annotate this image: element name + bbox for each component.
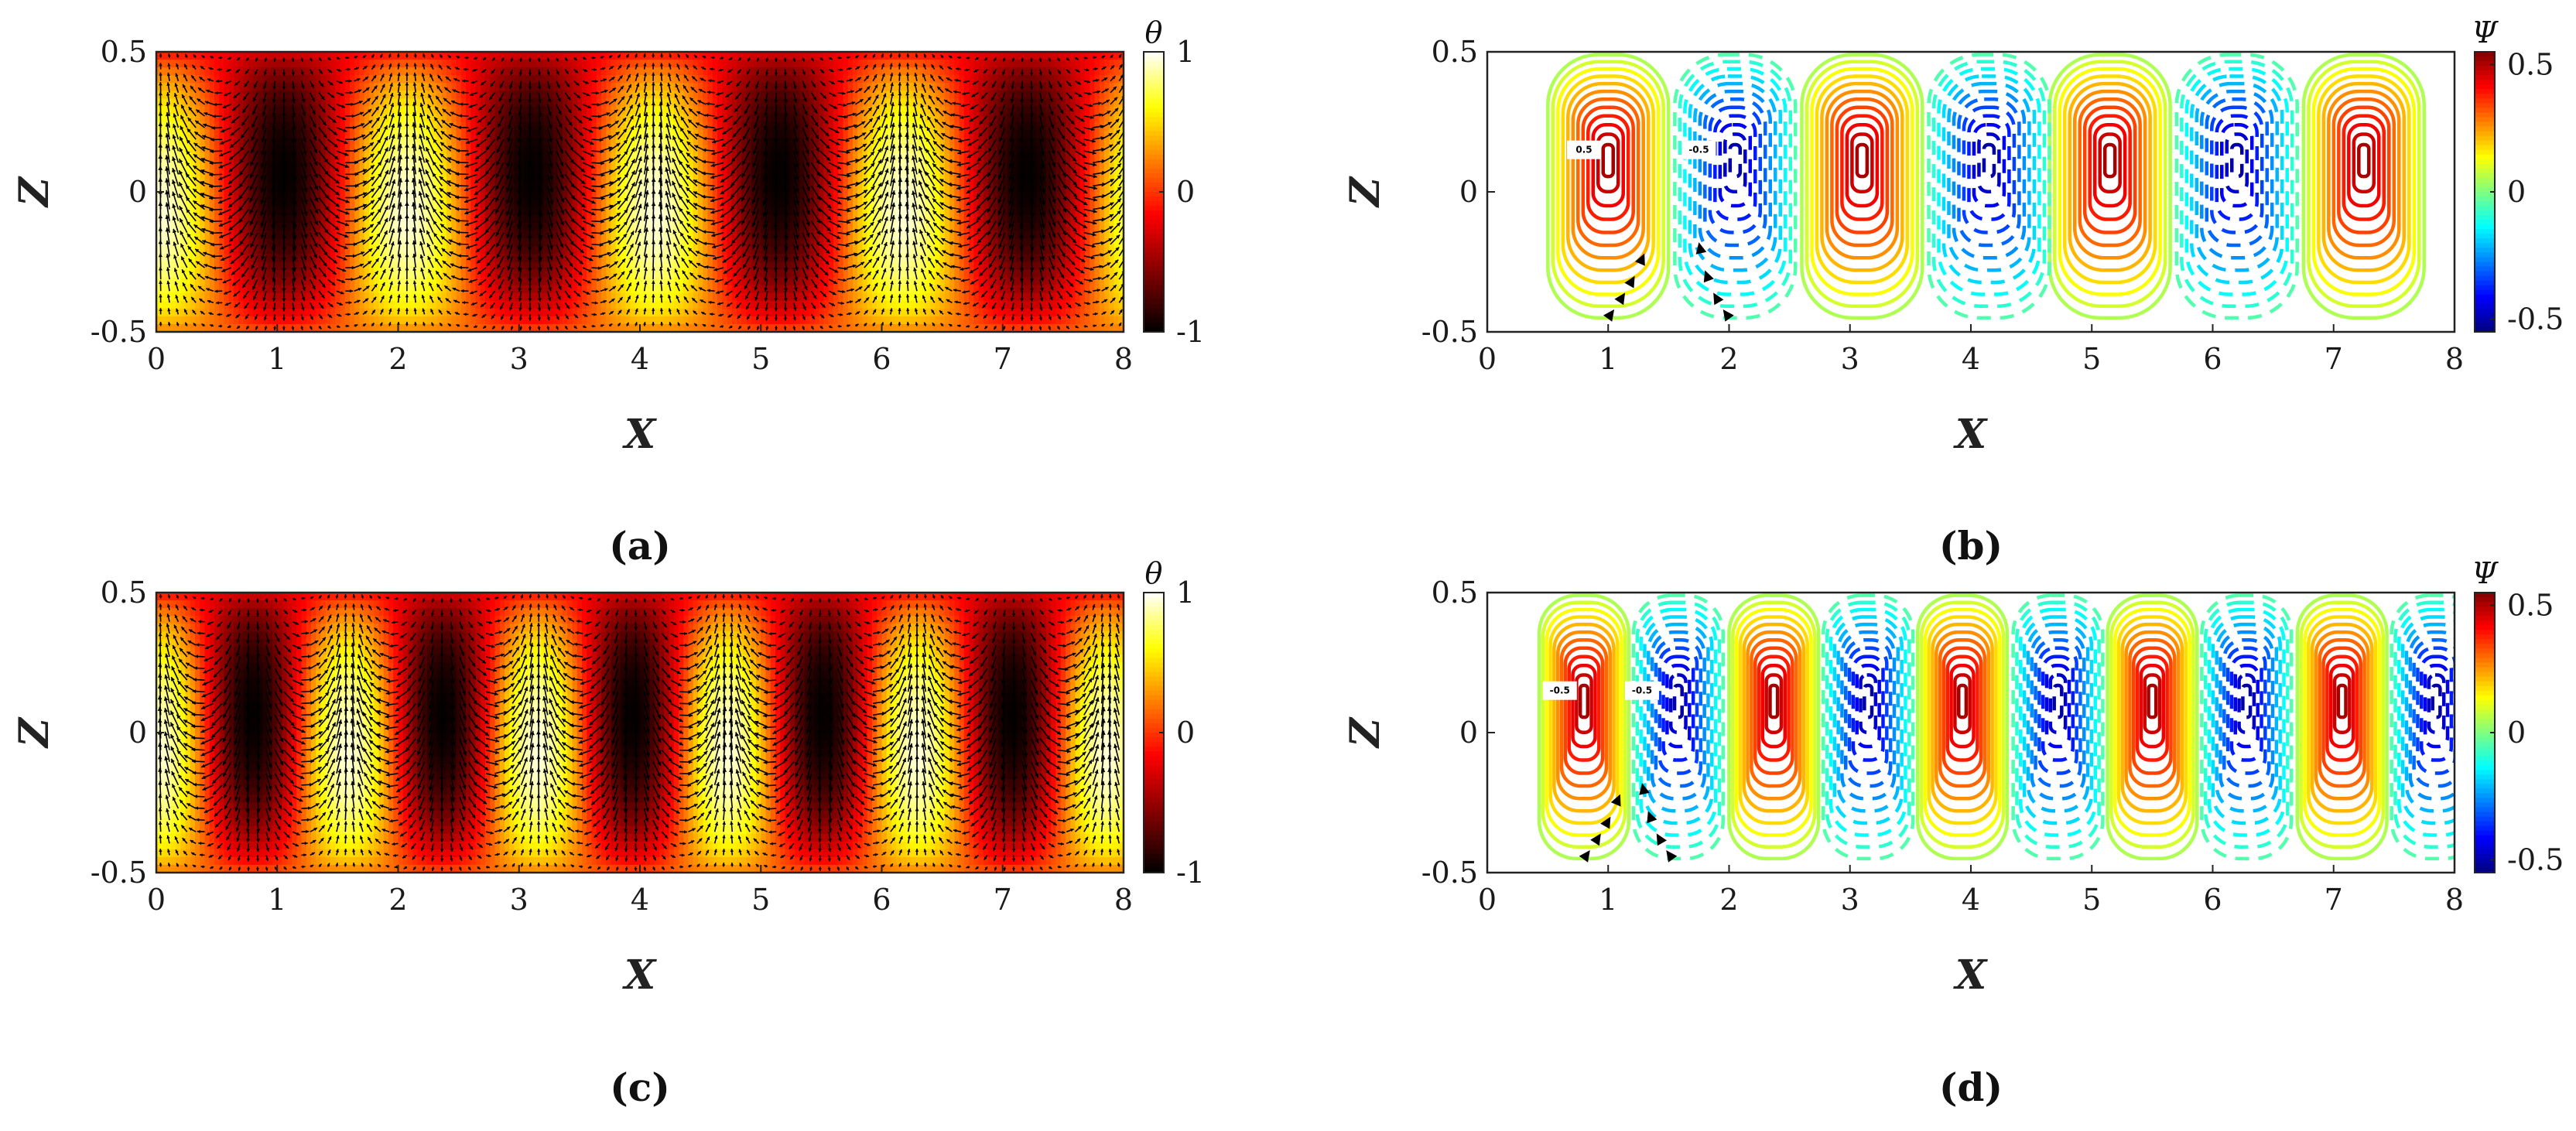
y-tick-label: 0 [128, 175, 147, 209]
colorbar-tick-label: 0.5 [2507, 47, 2554, 81]
y-axis-label: Z [11, 716, 58, 749]
x-tick-label: 1 [1599, 883, 1617, 917]
x-tick-label: 1 [268, 883, 286, 917]
y-tick-label: 0.5 [1432, 576, 1478, 610]
x-tick-label: 3 [510, 342, 529, 376]
plot-area: -0.5 -0.5 [1537, 593, 2455, 863]
colorbar-tick-label: 1 [1176, 576, 1195, 610]
colorbar: 1 0 -1 θ [1143, 15, 1205, 349]
colorbar-tick-label: 1 [1176, 35, 1195, 69]
y-tick-label: 0.5 [1432, 35, 1478, 69]
x-tick-label: 7 [994, 883, 1012, 917]
x-tick-label: 2 [388, 883, 407, 917]
y-tick-label: 0 [1459, 716, 1478, 750]
x-axis-label: X [1953, 952, 1989, 999]
colorbar-tick-label: 0 [1176, 716, 1195, 750]
x-tick-label: 5 [751, 342, 770, 376]
colorbar-tick-label: -1 [1176, 856, 1205, 890]
y-axis-label: Z [1342, 716, 1389, 749]
velocity-arrows [157, 594, 1120, 871]
x-tick-label: 6 [2203, 342, 2222, 376]
x-axis-label: X [622, 952, 658, 999]
colorbar-label: θ [1145, 15, 1163, 50]
stream-contours [1537, 593, 2455, 861]
x-tick-label: 8 [2445, 342, 2464, 376]
colorbar: 0.5 0 -0.5 Ψ [2472, 556, 2564, 877]
x-tick-label: 3 [1841, 342, 1859, 376]
x-tick-label: 8 [1114, 883, 1133, 917]
x-tick-label: 0 [1478, 342, 1497, 376]
colorbar-tick-label: -1 [1176, 315, 1205, 349]
colorbar-label: Ψ [2472, 15, 2499, 50]
x-tick-label: 5 [2082, 883, 2101, 917]
y-tick-label: 0 [1459, 175, 1478, 209]
contour-label: 0.5 [1575, 145, 1592, 155]
y-axis-label: Z [11, 176, 58, 208]
x-tick-label: 1 [1599, 342, 1617, 376]
x-tick-label: 5 [751, 883, 770, 917]
x-tick-label: 7 [994, 342, 1012, 376]
y-tick-label: -0.5 [1421, 315, 1478, 349]
x-tick-label: 1 [268, 342, 286, 376]
colorbar-tick-label: -0.5 [2507, 843, 2564, 877]
colorbar-tick-label: 0 [2507, 716, 2526, 750]
colorbar-label: θ [1145, 556, 1163, 590]
x-axis-label: X [1953, 411, 1989, 458]
colorbar-tick-label: 0 [2507, 175, 2526, 209]
plot-area: 0.5 -0.5 [1546, 53, 2426, 322]
x-tick-label: 5 [2082, 342, 2101, 376]
x-tick-label: 8 [1114, 342, 1133, 376]
x-tick-label: 0 [1478, 883, 1497, 917]
plot-area [156, 52, 1124, 332]
x-tick-label: 2 [1719, 883, 1738, 917]
x-tick-label: 8 [2445, 883, 2464, 917]
x-tick-label: 2 [1719, 342, 1738, 376]
colorbar-label: Ψ [2472, 556, 2499, 590]
x-tick-label: 4 [1962, 342, 1980, 376]
panel-label: (b) [1939, 523, 2003, 569]
x-tick-label: 7 [2325, 342, 2343, 376]
colorbar-tick-label: 0 [1176, 175, 1195, 209]
colorbar: 0.5 0 -0.5 Ψ [2472, 15, 2564, 337]
y-tick-label: 0 [128, 716, 147, 750]
stream-contours [1546, 53, 2426, 320]
y-tick-label: -0.5 [91, 315, 147, 349]
x-tick-label: 4 [631, 342, 649, 376]
x-tick-label: 4 [1962, 883, 1980, 917]
y-tick-label: 0.5 [101, 35, 147, 69]
x-tick-label: 3 [1841, 883, 1859, 917]
y-tick-label: 0.5 [101, 576, 147, 610]
y-tick-label: -0.5 [91, 856, 147, 890]
x-axis-label: X [622, 411, 658, 458]
panel-label: (c) [610, 1064, 670, 1110]
y-tick-label: -0.5 [1421, 856, 1478, 890]
y-axis-label: Z [1342, 176, 1389, 208]
flow-arrows: 0.5 -0.5 [1567, 140, 1734, 322]
x-tick-label: 6 [2203, 883, 2222, 917]
velocity-arrows [158, 53, 1124, 330]
x-tick-label: 0 [147, 342, 166, 376]
x-tick-label: 0 [147, 883, 166, 917]
contour-label: -0.5 [1688, 145, 1709, 155]
x-tick-label: 7 [2325, 883, 2343, 917]
plot-area [156, 593, 1124, 873]
panel-label: (a) [609, 523, 671, 569]
contour-label: -0.5 [1632, 685, 1652, 696]
x-tick-label: 6 [872, 883, 891, 917]
panel-label: (d) [1939, 1064, 2003, 1110]
x-tick-label: 3 [510, 883, 529, 917]
colorbar: 1 0 -1 θ [1143, 556, 1205, 890]
colorbar-tick-label: 0.5 [2507, 588, 2554, 622]
contour-label: -0.5 [1550, 685, 1570, 696]
flow-arrows: -0.5 -0.5 [1542, 681, 1678, 863]
x-tick-label: 6 [872, 342, 891, 376]
x-tick-label: 4 [631, 883, 649, 917]
colorbar-tick-label: -0.5 [2507, 302, 2564, 337]
x-tick-label: 2 [388, 342, 407, 376]
